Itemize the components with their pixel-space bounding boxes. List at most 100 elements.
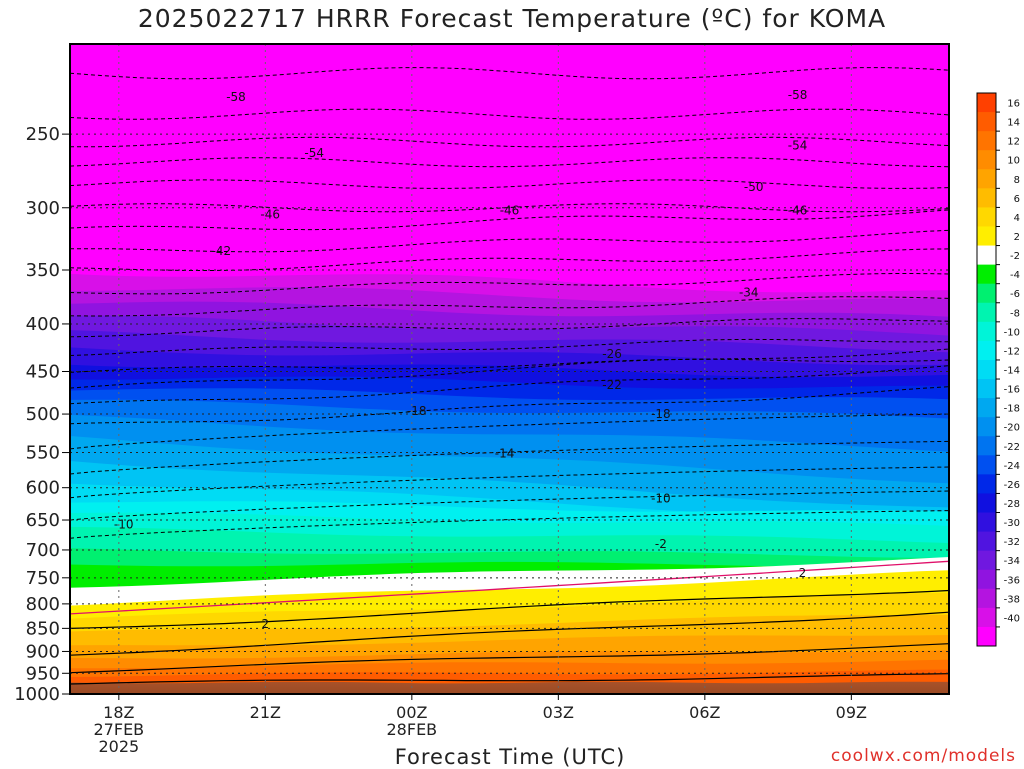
colorbar-label: -32 (1004, 537, 1020, 548)
colorbar-label: -22 (1004, 442, 1020, 453)
colorbar-label: -12 (1004, 346, 1020, 357)
x-tick-label: 2025 (98, 737, 139, 756)
colorbar-label: 4 (1014, 213, 1020, 224)
colorbar-label: 10 (1007, 156, 1020, 167)
credit-link[interactable]: coolwx.com/models (830, 746, 1016, 766)
colorbar-swatch (977, 569, 996, 590)
colorbar-label: -26 (1004, 480, 1020, 491)
colorbar-label: 2 (1014, 232, 1020, 243)
colorbar-label: -10 (1004, 327, 1020, 338)
colorbar-swatch (977, 245, 996, 266)
colorbar-swatch (977, 359, 996, 380)
colorbar-swatch (977, 321, 996, 342)
contour-label: -54 (304, 146, 324, 160)
colorbar-label: 12 (1007, 137, 1020, 148)
y-tick-label: 900 (26, 641, 60, 662)
colorbar-label: -38 (1004, 594, 1020, 605)
contour-label: -18 (407, 404, 427, 418)
y-tick-label: 950 (26, 663, 60, 684)
colorbar-label: 16 (1007, 99, 1020, 110)
contour-label: -50 (744, 180, 764, 194)
colorbar-label: 14 (1007, 118, 1020, 129)
contour-label: 2 (799, 566, 807, 580)
isotherm-positive (70, 611, 949, 656)
colorbar-swatch (977, 455, 996, 475)
colorbar-swatch (977, 302, 996, 323)
contour-label: -46 (788, 203, 808, 217)
y-tick-label: 750 (26, 568, 60, 589)
colorbar-swatch (977, 150, 996, 170)
y-axis: 2503003504004505005506006507007508008509… (14, 124, 70, 705)
contour-labels: -58 -58 -54 -54 -50 -46 -46 -46 -42 -34 -26 -22 -18 -… (114, 88, 808, 631)
y-tick-label: 700 (26, 540, 60, 561)
x-tick-label: 18Z (103, 703, 134, 722)
contour-label: -54 (788, 138, 808, 152)
x-tick-label: 27FEB (94, 720, 145, 739)
colorbar-swatch (977, 169, 996, 189)
isotherm-positive (70, 589, 949, 629)
y-tick-label: 800 (26, 594, 60, 615)
contour-label: -18 (651, 407, 671, 421)
colorbar-swatch (977, 417, 996, 437)
colorbar-label: -2 (1010, 251, 1020, 262)
colorbar-label: 6 (1014, 194, 1020, 205)
contour-label: 2 (262, 617, 270, 631)
colorbar-swatch (977, 588, 996, 609)
colorbar-label: -36 (1004, 575, 1020, 586)
colorbar-swatch (977, 626, 996, 647)
contour-label: -46 (260, 207, 280, 221)
isotherm-positive (70, 643, 949, 674)
contour-label: -58 (788, 88, 808, 102)
colorbar-label: -34 (1004, 556, 1020, 567)
colorbar-swatch (977, 112, 996, 132)
isotherm-contours (70, 67, 949, 685)
colorbar-label: -18 (1004, 404, 1020, 415)
y-tick-label: 500 (26, 404, 60, 425)
colorbar-swatch (977, 226, 996, 247)
colorbar-swatch (977, 436, 996, 456)
y-tick-label: 450 (26, 362, 60, 383)
x-tick-label: 03Z (543, 703, 574, 722)
colorbar-swatch (977, 512, 996, 533)
colorbar-swatch (977, 188, 996, 208)
colorbar-swatch (977, 398, 996, 418)
y-tick-label: 250 (26, 124, 60, 145)
colorbar-label: -14 (1004, 366, 1020, 377)
x-tick-label: 06Z (689, 703, 720, 722)
contour-label: -26 (602, 347, 622, 361)
contour-label: -10 (114, 517, 134, 531)
chart-title: 2025022717 HRRR Forecast Temperature (ºC… (137, 4, 887, 33)
contour-label: -34 (739, 285, 759, 299)
colorbar-swatch (977, 207, 996, 227)
x-tick-label: 09Z (836, 703, 867, 722)
y-tick-label: 550 (26, 443, 60, 464)
colorbar-frame (976, 92, 997, 647)
contour-label: -46 (500, 203, 520, 217)
contour-label: -22 (602, 378, 622, 392)
x-axis-label: Forecast Time (UTC) (394, 745, 626, 769)
x-tick-label: 21Z (250, 703, 281, 722)
isotherm-positive (70, 673, 949, 685)
y-tick-label: 850 (26, 618, 60, 639)
colorbar-label: -4 (1010, 270, 1020, 281)
contour-label: -14 (495, 446, 515, 460)
colorbar-label: -28 (1004, 499, 1020, 510)
colorbar-label: -30 (1004, 518, 1020, 529)
colorbar-label: -20 (1004, 423, 1020, 434)
y-tick-label: 650 (26, 510, 60, 531)
colorbar-swatch (977, 550, 996, 571)
colorbar-swatch (977, 93, 996, 113)
colorbar-label: -8 (1010, 308, 1020, 319)
colorbar-label: 8 (1014, 175, 1020, 186)
ground-surface (70, 681, 949, 694)
contour-label: -42 (212, 244, 232, 258)
x-tick-label: 00Z (396, 703, 427, 722)
colorbar-label: -6 (1010, 289, 1020, 300)
y-tick-label: 400 (26, 314, 60, 335)
x-tick-label: 28FEB (387, 720, 438, 739)
contour-label: -58 (226, 90, 246, 104)
grid-lines (70, 44, 949, 694)
colorbar-swatch (977, 531, 996, 552)
